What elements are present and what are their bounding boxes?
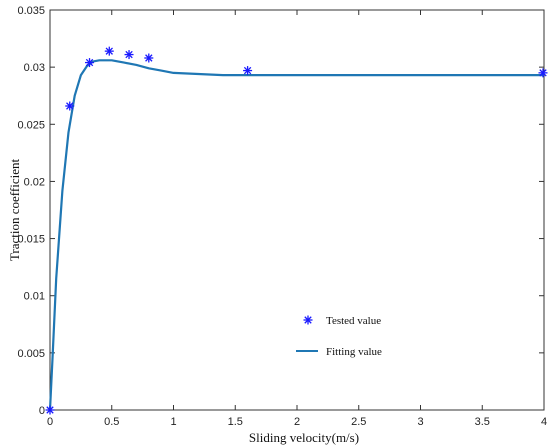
- x-tick-label: 2.5: [351, 416, 366, 428]
- data-point: [243, 66, 253, 76]
- plot-area: 0 0.5 1 1.5 2 2.5 3 3.5 4 0 0.005 0.01 0.015 0.02 0.02…: [17, 5, 548, 428]
- y-tick-label: 0.03: [24, 62, 45, 74]
- legend-marker-tested: [303, 315, 313, 325]
- y-tick-label: 0.015: [17, 234, 45, 246]
- data-point: [104, 46, 114, 56]
- x-tick-label: 3.5: [475, 416, 490, 428]
- x-tick-label: 1: [170, 416, 176, 428]
- x-axis-title: Sliding velocity(m/s): [249, 430, 359, 445]
- y-tick-label: 0: [39, 405, 45, 417]
- data-point: [85, 58, 95, 68]
- x-tick-label: 0.5: [104, 416, 119, 428]
- x-tick-label: 1.5: [228, 416, 243, 428]
- legend-label-tested: Tested value: [326, 315, 381, 327]
- data-point: [65, 101, 75, 111]
- y-axis-title: Traction coefficient: [7, 159, 22, 262]
- x-tick-label: 3: [417, 416, 423, 428]
- y-tick-label: 0.005: [17, 348, 45, 360]
- data-point: [144, 53, 154, 63]
- y-tick-label: 0.02: [24, 176, 45, 188]
- y-tick-label: 0.025: [17, 119, 45, 131]
- x-tick-label: 4: [541, 416, 547, 428]
- data-point: [538, 68, 548, 78]
- data-point: [45, 405, 55, 415]
- x-tick-label: 2: [294, 416, 300, 428]
- fitting-line: [48, 59, 544, 411]
- legend-label-fitting: Fitting value: [326, 346, 382, 358]
- data-point: [124, 50, 134, 60]
- x-tick-label: 0: [47, 416, 53, 428]
- y-tick-label: 0.035: [17, 5, 45, 17]
- y-tick-label: 0.01: [24, 291, 45, 303]
